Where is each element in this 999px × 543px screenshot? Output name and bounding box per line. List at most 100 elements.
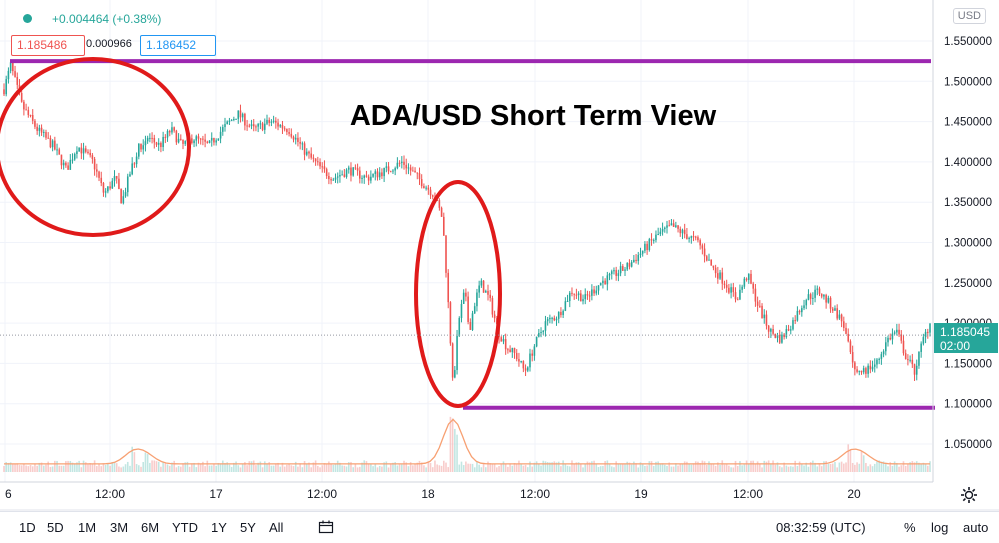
candle-body xyxy=(343,174,346,177)
volume-bar xyxy=(491,463,494,472)
candle-body xyxy=(383,167,385,177)
candle-body xyxy=(633,259,635,263)
range-1y[interactable]: 1Y xyxy=(211,520,227,535)
volume-bar xyxy=(809,462,812,472)
volume-bar xyxy=(407,466,410,472)
volume-bar xyxy=(230,466,233,472)
volume-bar xyxy=(759,464,761,472)
candle-body xyxy=(732,287,735,293)
volume-bar xyxy=(776,462,779,472)
candle-body xyxy=(180,138,182,140)
volume-bar xyxy=(118,466,120,472)
volume-bar xyxy=(160,466,162,472)
percent-toggle[interactable]: % xyxy=(904,520,916,535)
range-3m[interactable]: 3M xyxy=(110,520,129,535)
volume-bar xyxy=(577,462,580,472)
candle-body xyxy=(82,148,85,154)
volume-bar xyxy=(476,461,478,472)
volume-bar xyxy=(199,463,202,472)
candle-body xyxy=(414,170,416,173)
range-1d[interactable]: 1D xyxy=(19,520,36,535)
compare-icon[interactable] xyxy=(318,520,334,534)
range-1m[interactable]: 1M xyxy=(78,520,97,535)
volume-bar xyxy=(47,461,50,472)
range-6m[interactable]: 6M xyxy=(141,520,160,535)
volume-bar xyxy=(504,464,507,472)
volume-bar xyxy=(427,461,430,472)
candle-body xyxy=(76,151,78,154)
volume-bar xyxy=(911,461,914,472)
candle-body xyxy=(896,329,898,333)
volume-bar xyxy=(3,465,5,472)
bid-price[interactable]: 1.185486 xyxy=(11,35,85,56)
range-5d[interactable]: 5D xyxy=(47,520,64,535)
candle-body xyxy=(34,120,36,127)
candle-body xyxy=(871,366,874,370)
candle-body xyxy=(160,142,162,148)
volume-bar xyxy=(221,460,224,472)
range-all[interactable]: All xyxy=(269,520,284,535)
volume-bar xyxy=(412,465,414,472)
candle-body xyxy=(146,137,149,142)
volume-bar xyxy=(275,463,277,472)
volume-bar xyxy=(622,463,624,472)
candle-body xyxy=(241,113,244,118)
range-ytd[interactable]: YTD xyxy=(172,520,198,535)
candle-body xyxy=(359,170,361,179)
candle-body xyxy=(555,318,558,321)
volume-bar xyxy=(747,463,750,472)
candle-body xyxy=(230,119,233,121)
candle-body xyxy=(317,161,319,163)
volume-bar xyxy=(880,461,883,472)
volume-bar xyxy=(98,463,100,472)
auto-toggle[interactable]: auto xyxy=(963,520,989,535)
candle-body xyxy=(798,310,801,313)
currency-badge[interactable]: USD xyxy=(952,8,986,24)
volume-bar xyxy=(133,452,136,472)
candle-body xyxy=(785,329,788,338)
range-5y[interactable]: 5Y xyxy=(240,520,256,535)
volume-bar xyxy=(730,467,732,472)
candle-body xyxy=(425,187,427,189)
volume-bar xyxy=(741,465,743,472)
volume-bar xyxy=(290,465,293,472)
candle-body xyxy=(416,172,419,174)
ask-price[interactable]: 1.186452 xyxy=(140,35,216,56)
candle-body xyxy=(350,167,352,176)
volume-bar xyxy=(712,464,715,472)
volume-bar xyxy=(692,463,695,472)
volume-bar xyxy=(135,464,138,472)
volume-bar xyxy=(45,464,47,472)
volume-bar xyxy=(518,460,520,472)
candle-body xyxy=(204,139,206,142)
volume-bar xyxy=(801,463,803,472)
volume-bar xyxy=(902,461,905,472)
candle-body xyxy=(681,229,684,234)
candle-body xyxy=(312,157,315,159)
volume-bar xyxy=(657,461,659,472)
candle-body xyxy=(763,314,766,319)
candle-body xyxy=(648,239,651,250)
candle-body xyxy=(297,137,299,142)
volume-bar xyxy=(904,465,907,472)
x-tick-label: 12:00 xyxy=(733,487,763,501)
candle-body xyxy=(149,137,151,139)
volume-bar xyxy=(394,462,396,472)
volume-bar xyxy=(929,461,931,472)
bottom-toolbar: 1D 5D 1M 3M 6M YTD 1Y 5Y All 08:32:59 (U… xyxy=(0,511,999,539)
candle-body xyxy=(191,138,193,144)
settings-icon[interactable] xyxy=(960,486,978,504)
candle-body xyxy=(151,137,153,139)
candle-body xyxy=(891,333,894,340)
candle-body xyxy=(480,280,483,286)
candle-body xyxy=(814,289,816,298)
volume-bar xyxy=(736,465,739,472)
candle-body xyxy=(701,245,704,249)
log-toggle[interactable]: log xyxy=(931,520,949,535)
volume-bar xyxy=(403,460,405,472)
candle-body xyxy=(219,131,222,139)
volume-bar xyxy=(869,464,872,472)
candle-body xyxy=(47,137,50,139)
